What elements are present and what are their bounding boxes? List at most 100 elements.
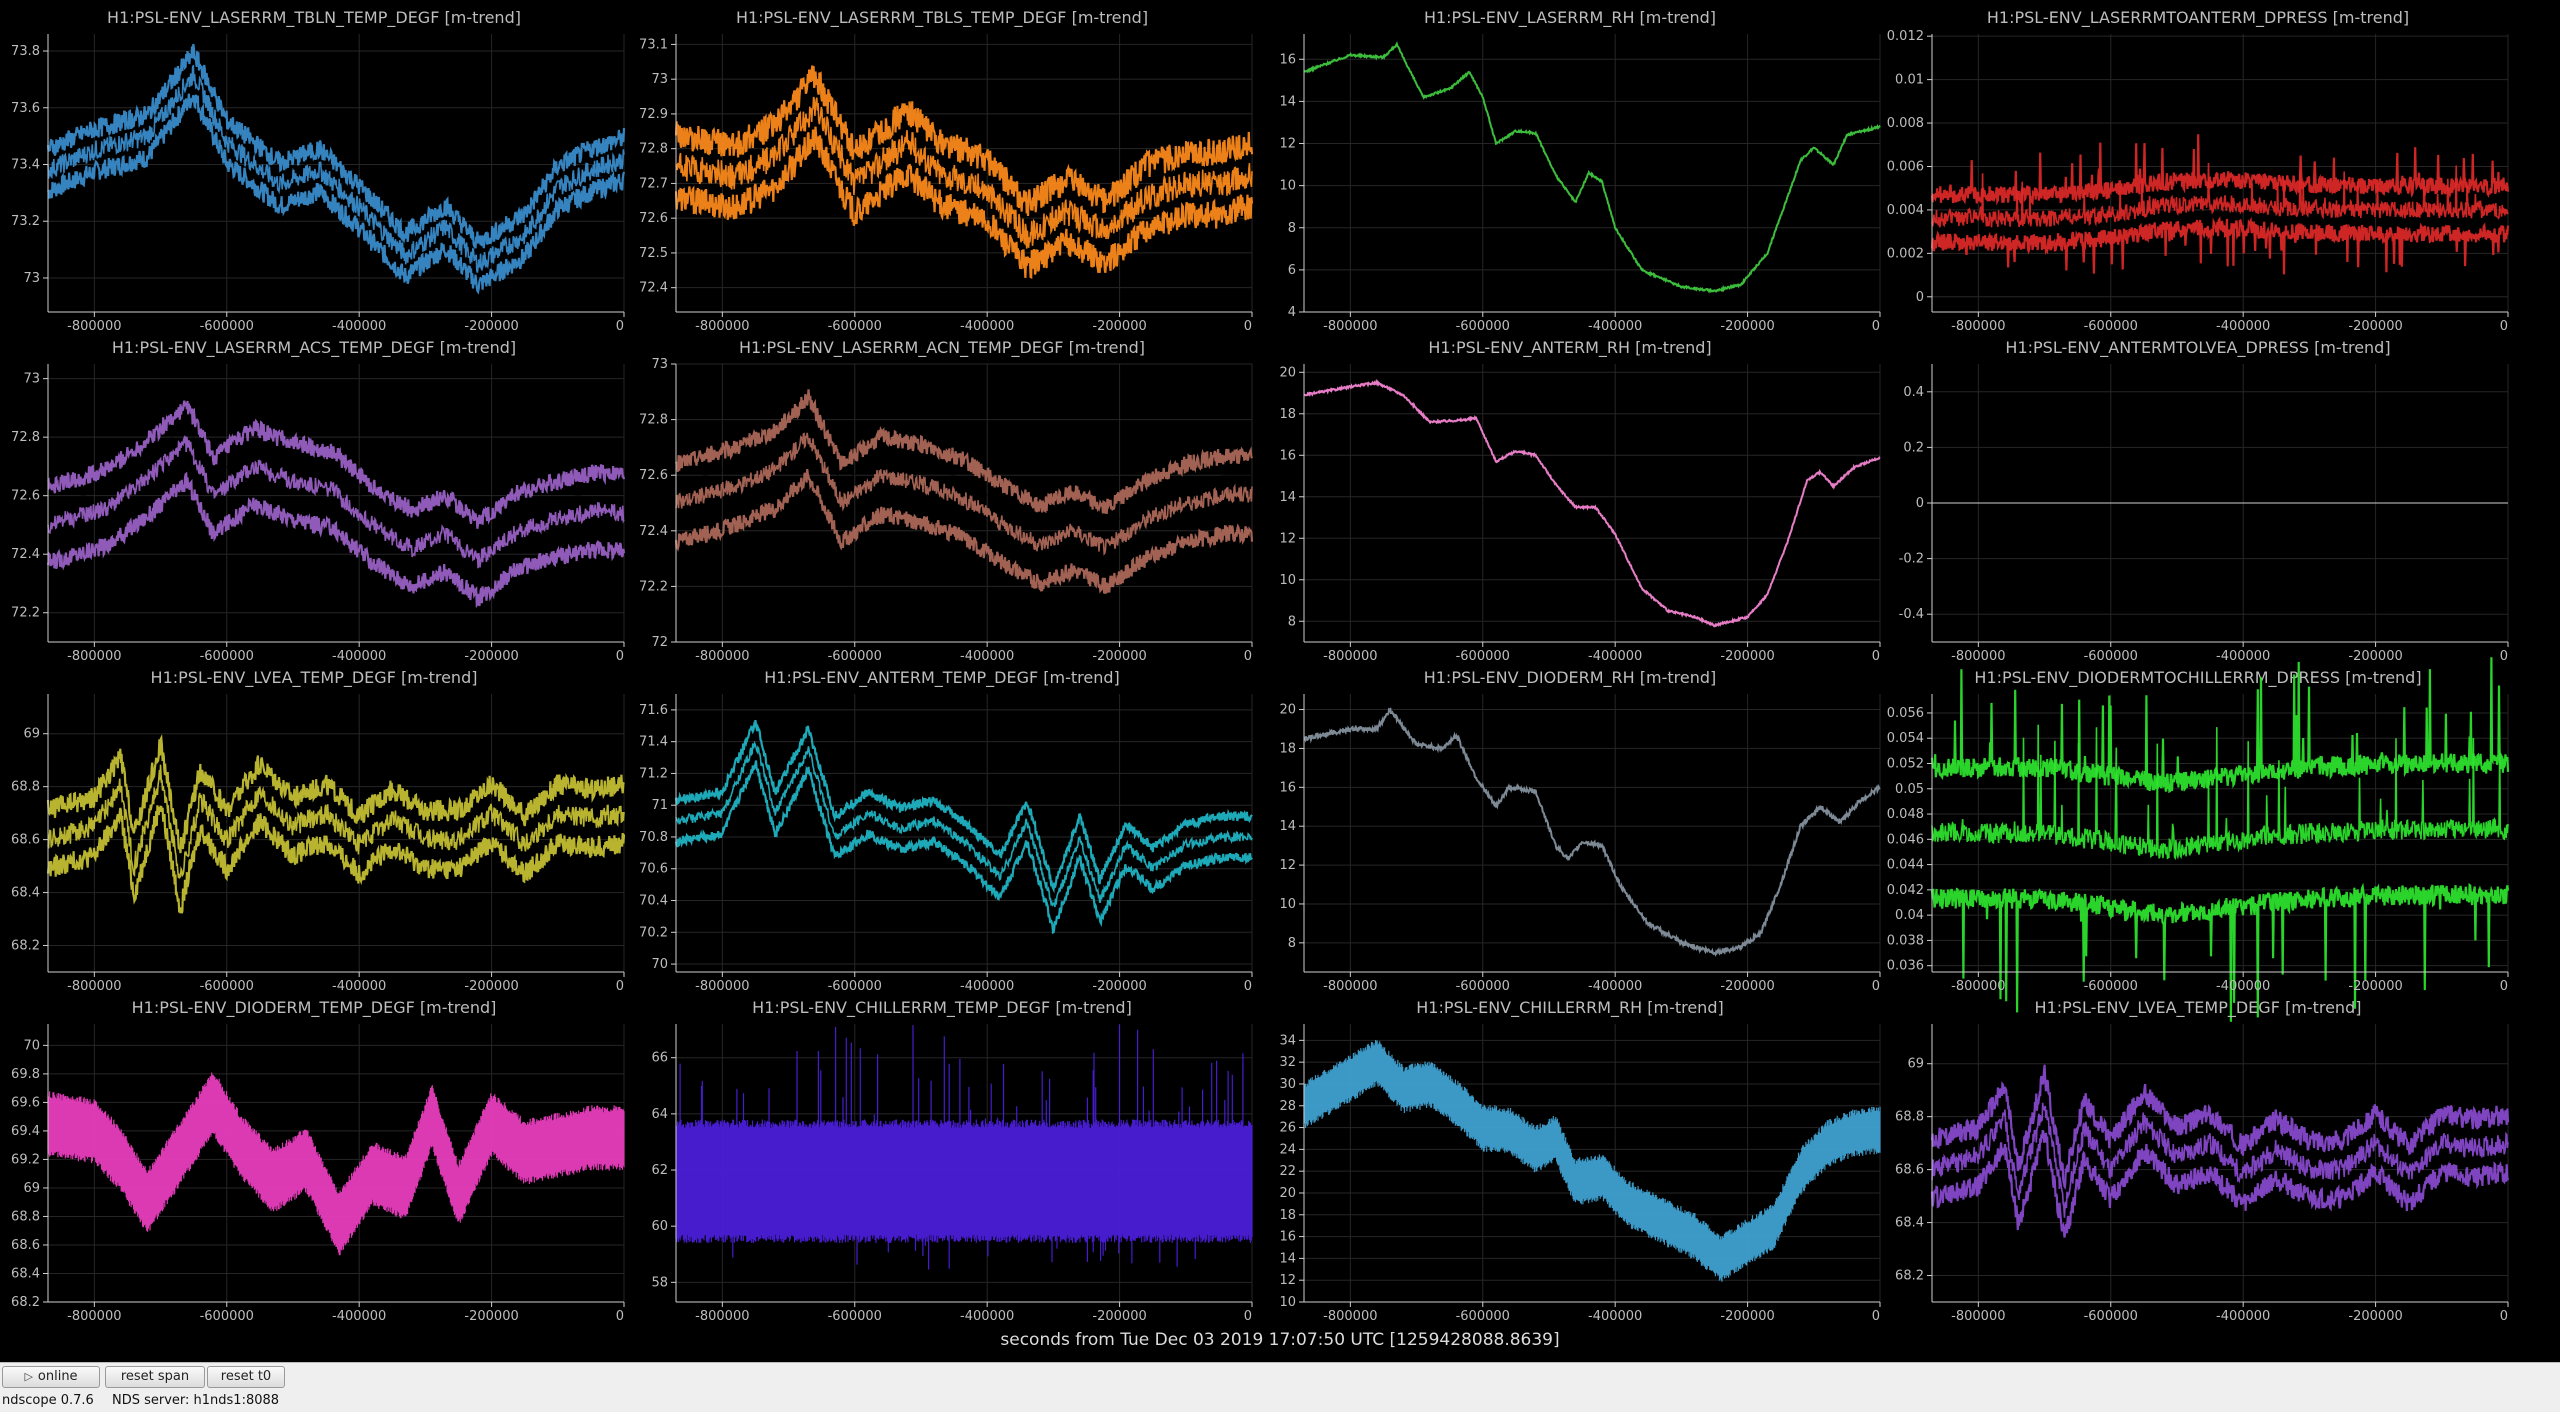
plot-panel[interactable]: H1:PSL-ENV_LASERRM_RH [m-trend] 4 6 8 10 12 14…: [1256, 0, 1884, 334]
y-tick-label: 71.4: [639, 735, 668, 750]
y-tick-label: 8: [1288, 614, 1296, 629]
plot-canvas[interactable]: 68.2 68.4 68.6 68.8 69 69.2 69.4 69.6 69.8 70 -800…: [0, 990, 628, 1324]
x-tick-label: 0: [616, 1309, 624, 1324]
y-tick-label: 70.6: [639, 862, 668, 877]
x-tick-label: -800000: [695, 979, 749, 994]
x-tick-label: -800000: [695, 319, 749, 334]
x-tick-label: 0: [1244, 1309, 1252, 1324]
reset-span-button[interactable]: reset span: [105, 1366, 205, 1388]
x-tick-label: 0: [616, 979, 624, 994]
trace-min: [674, 468, 1254, 594]
plot-canvas[interactable]: 72.2 72.4 72.6 72.8 73 -800000 -600000 -400000 -…: [0, 330, 628, 664]
plot-panel[interactable]: H1:PSL-ENV_LASERRM_TBLS_TEMP_DEGF [m-tre…: [628, 0, 1256, 334]
reset-t0-button[interactable]: reset t0: [207, 1366, 285, 1388]
trace-max: [1930, 134, 2510, 206]
plot-panel[interactable]: H1:PSL-ENV_DIODERM_TEMP_DEGF [m-trend] 68…: [0, 990, 628, 1324]
x-tick-label: -200000: [464, 649, 518, 664]
plot-canvas[interactable]: 73 73.2 73.4 73.6 73.8 -800000 -600000 -400000 -…: [0, 0, 628, 334]
x-tick-label: -600000: [2084, 319, 2138, 334]
plot-panel[interactable]: H1:PSL-ENV_CHILLERRM_RH [m-trend] 10 12 14 1…: [1256, 990, 1884, 1324]
plot-panel[interactable]: H1:PSL-ENV_ANTERMTOLVEA_DPRESS [m-trend]…: [1884, 330, 2512, 664]
trace-min: [674, 126, 1254, 279]
y-tick-label: 70.4: [639, 894, 668, 909]
plot-canvas[interactable]: 72 72.2 72.4 72.6 72.8 73 -800000 -600000 -40000…: [628, 330, 1256, 664]
plot-panel[interactable]: H1:PSL-ENV_CHILLERRM_TEMP_DEGF [m-trend]…: [628, 990, 1256, 1324]
y-tick-label: 69.2: [11, 1152, 40, 1167]
plot-panel[interactable]: H1:PSL-ENV_LASERRM_ACN_TEMP_DEGF [m-tren…: [628, 330, 1256, 664]
online-button[interactable]: ▷ online: [2, 1366, 100, 1388]
x-tick-label: -600000: [2084, 1309, 2138, 1324]
plot-canvas[interactable]: 0 0.002 0.004 0.006 0.008 0.01 0.012 -800000 -60…: [1884, 0, 2512, 334]
trace-max: [46, 43, 626, 251]
trace-min: [674, 760, 1253, 935]
y-tick-label: 0.4: [1903, 385, 1924, 400]
x-tick-label: -200000: [1720, 649, 1774, 664]
y-tick-label: 0.052: [1887, 757, 1924, 772]
plot-canvas[interactable]: 72.4 72.5 72.6 72.7 72.8 72.9 73 73.1 -800000 -60…: [628, 0, 1256, 334]
plot-canvas[interactable]: 10 12 14 16 18 20 22 24 26 28 30 32 34 -800000 -600000…: [1256, 990, 1884, 1324]
y-tick-label: 68.4: [11, 1266, 40, 1281]
y-tick-label: 72.9: [639, 107, 668, 122]
x-tick-label: -800000: [1951, 319, 2005, 334]
y-tick-label: 73.6: [11, 101, 40, 116]
y-tick-label: 58: [651, 1275, 668, 1290]
y-tick-label: 72.4: [639, 281, 668, 296]
x-tick-label: -400000: [2216, 1309, 2270, 1324]
x-tick-label: -200000: [464, 979, 518, 994]
y-tick-label: 70: [23, 1038, 40, 1053]
y-tick-label: 68.2: [11, 939, 40, 954]
plot-title: H1:PSL-ENV_ANTERM_RH [m-trend]: [1428, 338, 1712, 357]
plot-panel[interactable]: H1:PSL-ENV_ANTERM_TEMP_DEGF [m-trend] 70 7…: [628, 660, 1256, 994]
plot-canvas[interactable]: 68.2 68.4 68.6 68.8 69 -800000 -600000 -400000 -…: [0, 660, 628, 994]
y-tick-label: 72.6: [639, 468, 668, 483]
plot-panel[interactable]: H1:PSL-ENV_DIODERM_RH [m-trend] 8 10 12 14 16…: [1256, 660, 1884, 994]
plot-title: H1:PSL-ENV_DIODERM_TEMP_DEGF [m-trend]: [131, 998, 497, 1017]
plot-canvas[interactable]: -0.4 -0.2 0 0.2 0.4 -800000 -600000 -400000 -200…: [1884, 330, 2512, 664]
plot-canvas[interactable]: 0.036 0.038 0.04 0.042 0.044 0.046 0.048 0.05 0.…: [1884, 657, 2512, 1022]
x-tick-label: 0: [1872, 979, 1880, 994]
y-tick-label: 66: [651, 1051, 668, 1066]
x-tick-label: -800000: [1951, 1309, 2005, 1324]
y-tick-label: 30: [1279, 1077, 1296, 1092]
trace-mean: [675, 740, 1253, 908]
x-tick-label: -200000: [1720, 1309, 1774, 1324]
plot-panel[interactable]: H1:PSL-ENV_LASERRMTOANTERM_DPRESS [m-tre…: [1884, 0, 2512, 334]
y-tick-label: 73: [23, 372, 40, 387]
x-tick-label: 0: [1872, 649, 1880, 664]
plot-panel[interactable]: H1:PSL-ENV_DIODERMTOCHILLERRM_DPRESS [m-…: [1884, 657, 2512, 1022]
y-tick-label: 72.4: [639, 524, 668, 539]
x-tick-label: -200000: [1092, 319, 1146, 334]
plot-panel[interactable]: H1:PSL-ENV_LASERRM_TBLN_TEMP_DEGF [m-tre…: [0, 0, 628, 334]
plot-canvas[interactable]: 8 10 12 14 16 18 20 -800000 -600000 -400000 -20000…: [1256, 660, 1884, 994]
trace-mean: [1931, 724, 2509, 861]
y-tick-label: 0.054: [1887, 731, 1924, 746]
plot-panel[interactable]: H1:PSL-ENV_LVEA_TEMP_DEGF [m-trend] 68.2 6…: [1884, 990, 2512, 1324]
plot-panel[interactable]: H1:PSL-ENV_LASERRM_ACS_TEMP_DEGF [m-tren…: [0, 330, 628, 664]
x-tick-label: -600000: [828, 1309, 882, 1324]
trace-envelope: [47, 1072, 625, 1256]
plot-title: H1:PSL-ENV_CHILLERRM_TEMP_DEGF [m-trend]: [752, 998, 1132, 1017]
x-tick-label: -600000: [828, 979, 882, 994]
trace-min: [46, 805, 626, 914]
plot-panel[interactable]: H1:PSL-ENV_ANTERM_RH [m-trend] 8 10 12 14 16 1…: [1256, 330, 1884, 664]
y-tick-label: 73: [23, 271, 40, 286]
y-tick-label: 0.036: [1887, 959, 1924, 974]
x-tick-label: 0: [616, 649, 624, 664]
plot-panel[interactable]: H1:PSL-ENV_LVEA_TEMP_DEGF [m-trend] 68.2 6…: [0, 660, 628, 994]
x-tick-label: -200000: [2348, 319, 2402, 334]
band-gap: [675, 91, 1253, 221]
plot-canvas[interactable]: 70 70.2 70.4 70.6 70.8 71 71.2 71.4 71.6 -800000 -…: [628, 660, 1256, 994]
y-tick-label: 4: [1288, 305, 1296, 320]
x-tick-label: -800000: [1323, 1309, 1377, 1324]
x-tick-label: 0: [2500, 649, 2508, 664]
x-tick-label: 0: [2500, 1309, 2508, 1324]
plot-canvas[interactable]: 4 6 8 10 12 14 16 -800000 -600000 -400000 -200000 0: [1256, 0, 1884, 334]
plot-canvas[interactable]: 58 60 62 64 66 -800000 -600000 -400000 -200000 0: [628, 990, 1256, 1324]
x-tick-label: -400000: [332, 319, 386, 334]
band-gap: [675, 416, 1252, 529]
plot-canvas[interactable]: 68.2 68.4 68.6 68.8 69 -800000 -600000 -400000 -…: [1884, 990, 2512, 1324]
band-gap: [1931, 1092, 2509, 1195]
trace-mean: [1931, 162, 2509, 228]
plot-canvas[interactable]: 8 10 12 14 16 18 20 -800000 -600000 -400000 -20000…: [1256, 330, 1884, 664]
y-tick-label: 6: [1288, 263, 1296, 278]
